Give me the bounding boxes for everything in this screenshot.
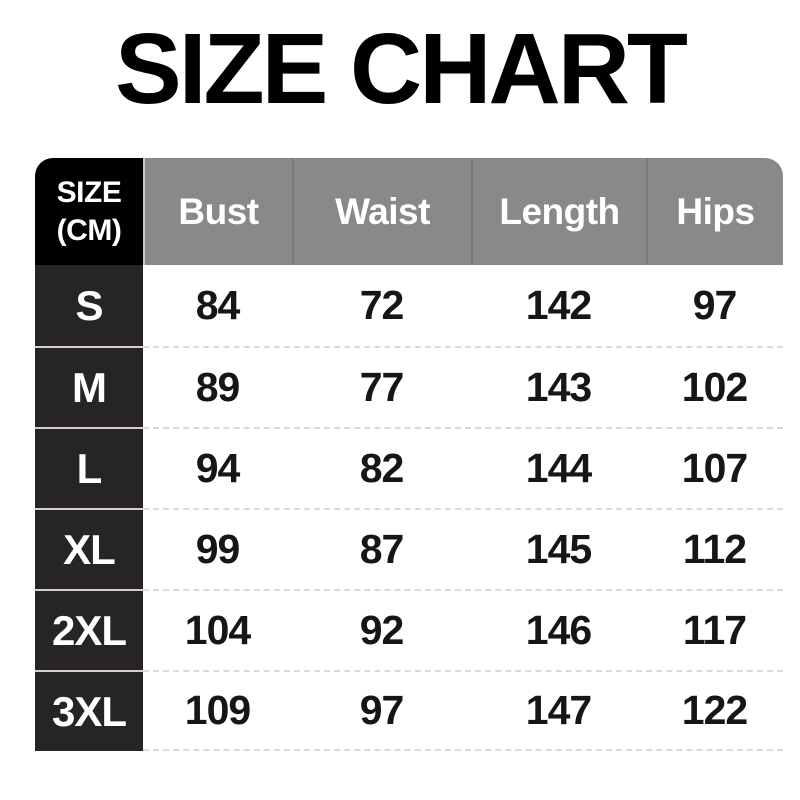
row-values: 89 77 143 102 bbox=[143, 346, 783, 427]
bust-value: 104 bbox=[184, 607, 251, 653]
length-value: 143 bbox=[525, 364, 592, 410]
bust-value: 89 bbox=[195, 364, 241, 410]
table-header-row: SIZE (CM) Bust Waist Length Hips bbox=[35, 158, 783, 265]
hips-value: 112 bbox=[682, 526, 747, 572]
table-row-m: M 89 77 143 102 bbox=[35, 346, 783, 427]
bust-value: 99 bbox=[195, 526, 241, 572]
length-value: 147 bbox=[525, 687, 592, 733]
table-row-2xl: 2XL 104 92 146 117 bbox=[35, 589, 783, 670]
size-label: XL bbox=[35, 508, 143, 589]
bust-value: 109 bbox=[184, 687, 251, 733]
header-cell-length: Length bbox=[471, 158, 646, 265]
length-value: 145 bbox=[525, 526, 592, 572]
size-label: 3XL bbox=[35, 670, 143, 751]
bust-value: 94 bbox=[195, 445, 241, 491]
length-value: 142 bbox=[525, 282, 592, 328]
waist-value: 72 bbox=[359, 282, 405, 328]
header-cell-waist: Waist bbox=[292, 158, 471, 265]
waist-value: 97 bbox=[359, 687, 405, 733]
hips-value: 102 bbox=[681, 364, 748, 410]
table-row-3xl: 3XL 109 97 147 122 bbox=[35, 670, 783, 751]
row-values: 94 82 144 107 bbox=[143, 427, 783, 508]
table-row-l: L 94 82 144 107 bbox=[35, 427, 783, 508]
waist-value: 82 bbox=[359, 445, 405, 491]
row-values: 99 87 145 112 bbox=[143, 508, 783, 589]
size-label: S bbox=[35, 265, 143, 346]
length-value: 146 bbox=[525, 607, 592, 653]
size-label: M bbox=[35, 346, 143, 427]
hips-value: 122 bbox=[681, 687, 748, 733]
waist-value: 87 bbox=[359, 526, 405, 572]
header-size-line2: (CM) bbox=[56, 213, 122, 247]
header-size-line1: SIZE bbox=[56, 176, 122, 209]
waist-value: 92 bbox=[359, 607, 405, 653]
header-cell-size-cm: SIZE (CM) bbox=[35, 158, 143, 265]
size-label: 2XL bbox=[35, 589, 143, 670]
length-value: 144 bbox=[525, 445, 592, 491]
table-row-xl: XL 99 87 145 112 bbox=[35, 508, 783, 589]
hips-value: 97 bbox=[692, 282, 738, 328]
hips-value: 117 bbox=[682, 607, 747, 653]
bust-value: 84 bbox=[195, 282, 241, 328]
waist-value: 77 bbox=[359, 364, 405, 410]
table-row-s: S 84 72 142 97 bbox=[35, 265, 783, 346]
header-cell-hips: Hips bbox=[646, 158, 783, 265]
size-label: L bbox=[35, 427, 143, 508]
size-chart-table: SIZE (CM) Bust Waist Length Hips S 84 72… bbox=[35, 158, 783, 751]
row-values: 109 97 147 122 bbox=[143, 670, 783, 751]
row-values: 84 72 142 97 bbox=[143, 265, 783, 346]
row-values: 104 92 146 117 bbox=[143, 589, 783, 670]
page-title: SIZE CHART bbox=[115, 13, 688, 125]
header-cell-bust: Bust bbox=[143, 158, 292, 265]
hips-value: 107 bbox=[681, 445, 748, 491]
